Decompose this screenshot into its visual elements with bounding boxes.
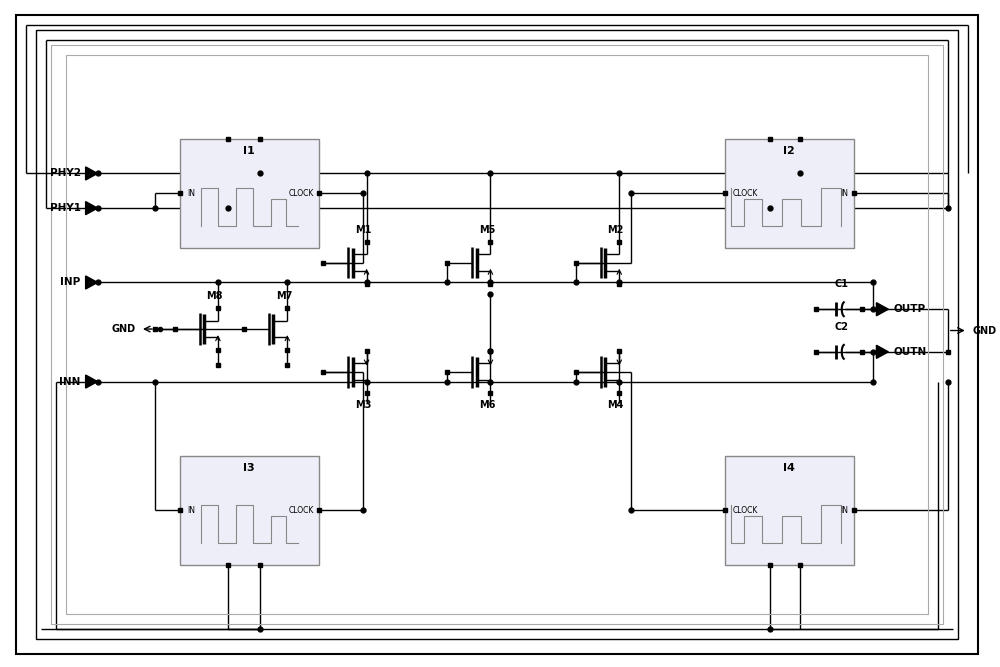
Polygon shape xyxy=(876,303,888,315)
Text: INP: INP xyxy=(60,277,81,287)
Text: IN: IN xyxy=(188,189,196,198)
Text: OUTP: OUTP xyxy=(893,304,925,314)
Text: IN: IN xyxy=(188,506,196,515)
Text: CLOCK: CLOCK xyxy=(733,506,758,515)
Text: M4: M4 xyxy=(608,400,624,410)
Polygon shape xyxy=(86,375,98,388)
Bar xyxy=(180,139,319,247)
Text: GND: GND xyxy=(111,324,135,334)
Text: CLOCK: CLOCK xyxy=(288,506,314,515)
Text: CLOCK: CLOCK xyxy=(733,189,758,198)
Polygon shape xyxy=(86,276,98,289)
Text: OUTN: OUTN xyxy=(893,347,927,357)
Text: CLOCK: CLOCK xyxy=(288,189,314,198)
Text: PHY1: PHY1 xyxy=(50,203,81,213)
Text: I1: I1 xyxy=(243,145,255,155)
Polygon shape xyxy=(86,167,98,180)
Bar xyxy=(725,456,854,565)
Text: C1: C1 xyxy=(835,279,849,289)
Text: INN: INN xyxy=(59,377,81,387)
Bar xyxy=(51,45,943,624)
Text: M7: M7 xyxy=(276,291,292,301)
Bar xyxy=(725,139,854,247)
Text: M8: M8 xyxy=(206,291,223,301)
Text: I4: I4 xyxy=(783,463,795,473)
Text: C2: C2 xyxy=(835,322,849,332)
Text: IN: IN xyxy=(841,506,849,515)
Text: PHY2: PHY2 xyxy=(50,169,81,179)
Text: I3: I3 xyxy=(243,463,255,473)
Text: M2: M2 xyxy=(608,225,624,235)
Polygon shape xyxy=(876,346,888,358)
Text: I2: I2 xyxy=(783,145,795,155)
Bar xyxy=(180,456,319,565)
Text: M5: M5 xyxy=(479,225,495,235)
Text: M1: M1 xyxy=(355,225,371,235)
Bar xyxy=(66,55,928,614)
Text: IN: IN xyxy=(841,189,849,198)
Text: GND: GND xyxy=(973,325,997,336)
Polygon shape xyxy=(86,201,98,215)
Text: M3: M3 xyxy=(355,400,371,410)
Text: M6: M6 xyxy=(479,400,495,410)
